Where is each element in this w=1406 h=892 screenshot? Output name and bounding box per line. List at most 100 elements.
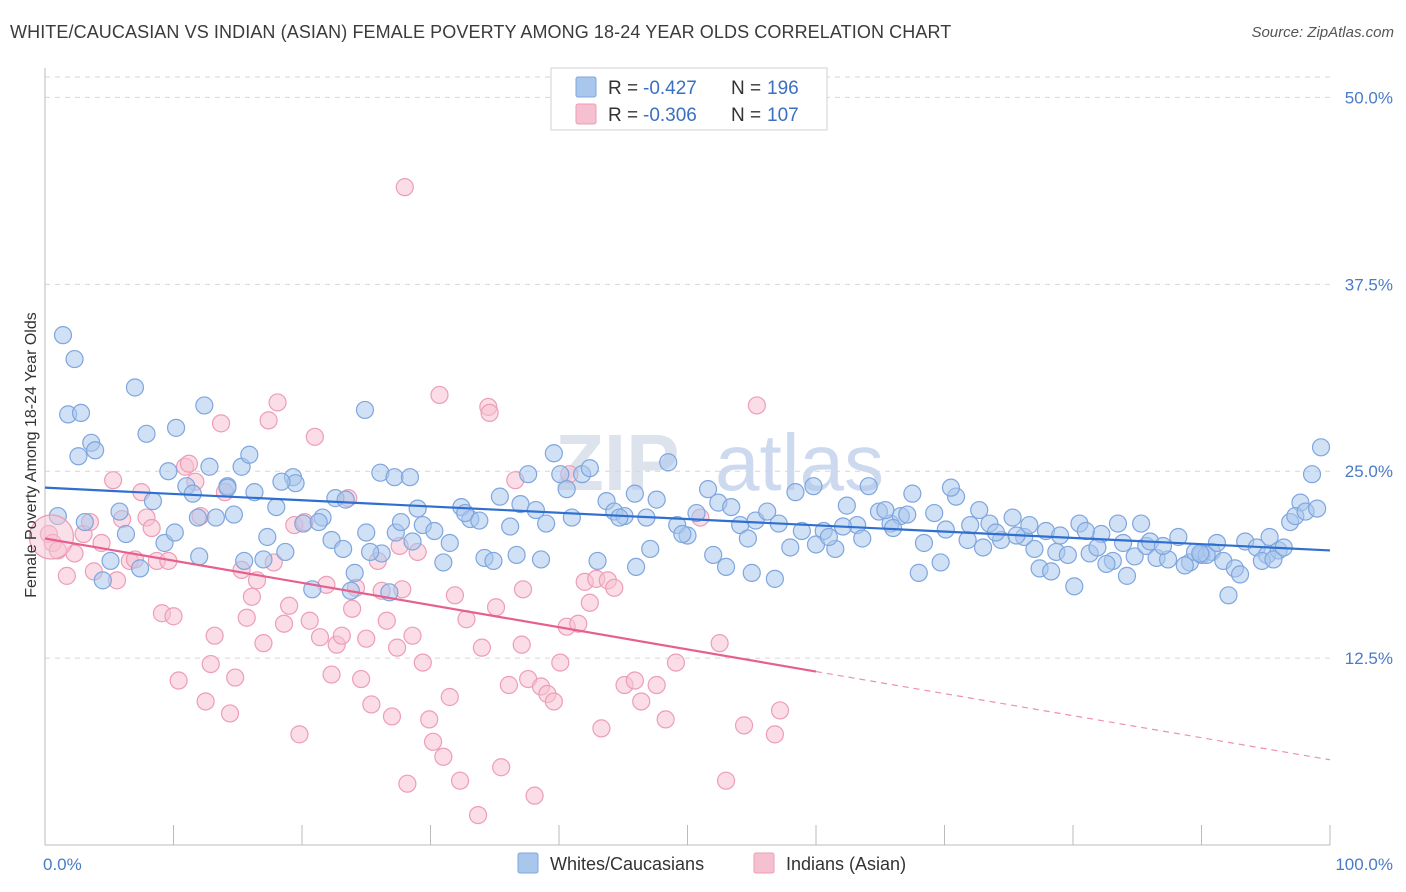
- point-whites: [722, 497, 741, 517]
- point-whites: [673, 524, 692, 544]
- point-whites: [876, 500, 895, 520]
- point-indians: [551, 653, 570, 672]
- point-whites: [125, 378, 145, 397]
- point-whites: [898, 505, 917, 524]
- point-whites: [86, 441, 105, 460]
- point-whites: [1132, 514, 1151, 533]
- point-whites: [716, 557, 736, 577]
- point-indians: [179, 454, 199, 473]
- point-indians: [332, 626, 351, 645]
- y-tick-label: 50.0%: [1345, 88, 1393, 107]
- point-whites: [130, 559, 150, 578]
- point-whites: [1302, 465, 1322, 484]
- point-whites: [973, 538, 993, 557]
- point-whites: [258, 527, 277, 547]
- point-whites: [1169, 527, 1188, 547]
- point-indians: [310, 628, 330, 647]
- point-whites: [837, 496, 856, 515]
- point-whites: [357, 523, 376, 542]
- point-indians: [259, 411, 278, 430]
- legend-n-label-indians: N =: [731, 105, 761, 126]
- point-whites: [588, 551, 607, 571]
- point-whites: [200, 457, 219, 476]
- bottom-legend-label-indians: Indians (Asian): [786, 854, 906, 874]
- point-indians: [480, 403, 499, 423]
- bottom-legend-swatch-indians: [753, 852, 775, 874]
- point-whites: [391, 512, 411, 532]
- point-indians: [268, 393, 287, 412]
- point-indians: [305, 427, 324, 446]
- point-indians: [525, 786, 544, 805]
- point-whites: [641, 539, 660, 559]
- point-whites: [276, 542, 295, 562]
- point-whites: [490, 487, 509, 506]
- point-indians: [142, 518, 161, 538]
- point-whites: [551, 465, 570, 484]
- point-whites: [738, 529, 757, 548]
- point-whites: [1219, 586, 1238, 605]
- point-indians: [196, 692, 215, 711]
- point-whites: [166, 418, 186, 437]
- point-whites: [687, 503, 706, 523]
- point-whites: [531, 550, 551, 569]
- point-indians: [290, 725, 309, 744]
- point-indians: [205, 626, 224, 645]
- point-whites: [562, 508, 581, 527]
- point-whites: [361, 542, 380, 562]
- trend-line-indians-extension: [815, 670, 1331, 761]
- point-whites: [765, 569, 784, 588]
- point-indians: [242, 587, 261, 606]
- point-indians: [647, 675, 666, 695]
- point-indians: [352, 669, 371, 689]
- point-indians: [300, 611, 319, 630]
- point-indians: [395, 178, 414, 197]
- point-indians: [357, 629, 376, 648]
- point-indians: [499, 675, 518, 695]
- point-whites: [537, 514, 556, 533]
- point-whites: [470, 511, 489, 530]
- point-indians: [398, 774, 417, 793]
- point-indians: [580, 593, 599, 612]
- point-whites: [625, 484, 644, 503]
- legend-swatch-indians: [575, 103, 597, 125]
- point-whites: [165, 523, 184, 542]
- point-indians-cluster: [28, 514, 75, 560]
- point-indians: [492, 758, 511, 777]
- point-whites: [647, 490, 666, 509]
- chart-source: Source: ZipAtlas.com: [1251, 24, 1394, 41]
- point-whites: [1153, 536, 1173, 556]
- point-indians: [765, 725, 784, 744]
- legend-box: [550, 67, 828, 131]
- point-whites: [267, 497, 286, 517]
- point-whites: [1003, 508, 1022, 527]
- point-whites: [484, 551, 503, 571]
- point-whites: [309, 512, 328, 532]
- point-indians: [734, 716, 754, 735]
- point-indians: [512, 635, 531, 654]
- point-indians: [472, 638, 491, 657]
- legend-r-value-indians: -0.306: [643, 105, 697, 126]
- point-whites: [698, 480, 718, 499]
- point-whites: [190, 547, 209, 566]
- point-indians: [322, 665, 341, 684]
- point-whites: [819, 527, 838, 547]
- bottom-legend: Whites/Caucasians Indians (Asian): [517, 852, 906, 874]
- point-whites: [345, 563, 364, 582]
- point-whites: [1260, 527, 1279, 547]
- point-whites: [336, 490, 355, 509]
- point-whites: [400, 468, 420, 487]
- point-whites: [240, 445, 259, 464]
- point-whites: [1025, 539, 1044, 559]
- point-whites: [758, 502, 777, 521]
- chart-title: WHITE/CAUCASIAN VS INDIAN (ASIAN) FEMALE…: [10, 22, 952, 42]
- point-indians: [420, 710, 439, 729]
- point-whites: [116, 524, 136, 544]
- point-indians: [747, 396, 766, 415]
- point-indians: [403, 626, 422, 645]
- y-axis-title: Female Poverty Among 18-24 Year Olds: [23, 312, 40, 598]
- point-whites: [626, 557, 646, 577]
- point-whites: [101, 551, 120, 571]
- point-indians: [169, 671, 188, 690]
- point-indians: [710, 634, 729, 653]
- point-whites: [936, 520, 955, 539]
